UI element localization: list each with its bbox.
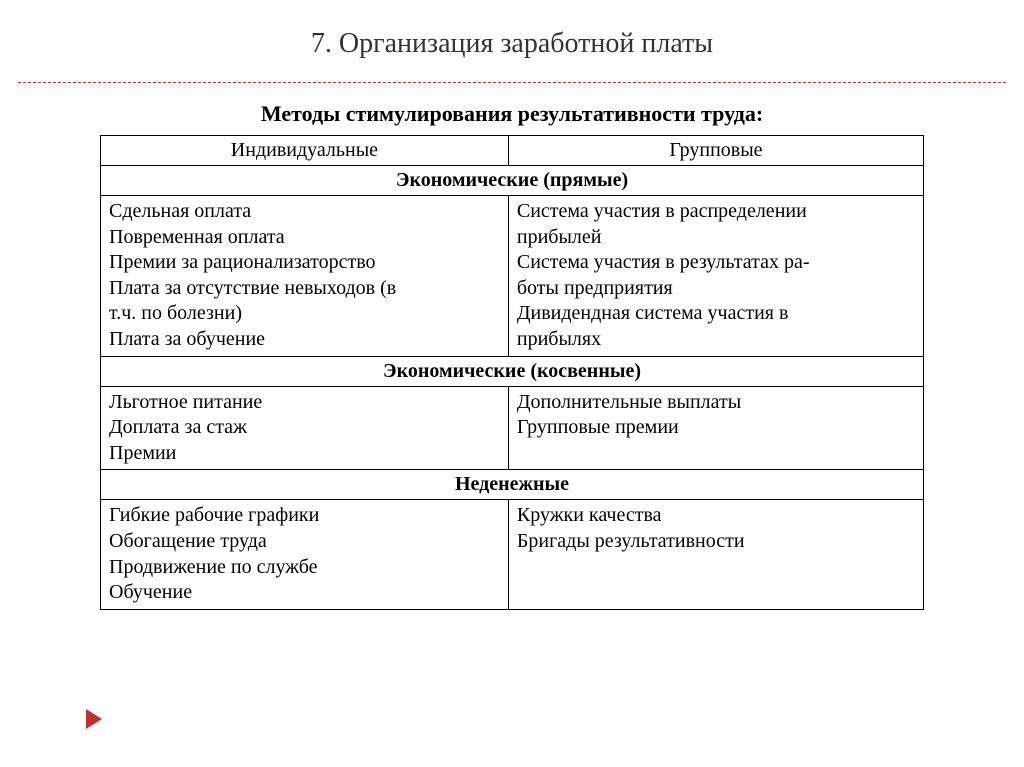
cell-right: Дополнительные выплатыГрупповые премии: [508, 386, 923, 470]
table-row: Льготное питаниеДоплата за стажПремии До…: [101, 386, 924, 470]
col-header-right: Групповые: [508, 136, 923, 166]
table-row: Гибкие рабочие графикиОбогащение трудаПр…: [101, 500, 924, 609]
cell-left: Сдельная оплатаПовременная оплатаПремии …: [101, 196, 509, 357]
cell-left: Льготное питаниеДоплата за стажПремии: [101, 386, 509, 470]
section-header: Экономические (косвенные): [101, 356, 924, 386]
page-title: 7. Организация заработной платы: [0, 0, 1024, 82]
table-row: Сдельная оплатаПовременная оплатаПремии …: [101, 196, 924, 357]
table-header-row: Индивидуальные Групповые: [101, 136, 924, 166]
table-container: Индивидуальные Групповые Экономические (…: [100, 135, 924, 610]
cell-left: Гибкие рабочие графикиОбогащение трудаПр…: [101, 500, 509, 609]
arrow-icon: [86, 709, 102, 729]
col-header-left: Индивидуальные: [101, 136, 509, 166]
section-header-row: Экономические (прямые): [101, 166, 924, 196]
section-header: Экономические (прямые): [101, 166, 924, 196]
cell-right: Система участия в распределенииприбылейС…: [508, 196, 923, 357]
section-header-row: Экономические (косвенные): [101, 356, 924, 386]
cell-right: Кружки качестваБригады результативности: [508, 500, 923, 609]
methods-table: Индивидуальные Групповые Экономические (…: [100, 135, 924, 610]
section-header: Неденежные: [101, 470, 924, 500]
section-header-row: Неденежные: [101, 470, 924, 500]
table-subtitle: Методы стимулирования результативности т…: [0, 83, 1024, 135]
